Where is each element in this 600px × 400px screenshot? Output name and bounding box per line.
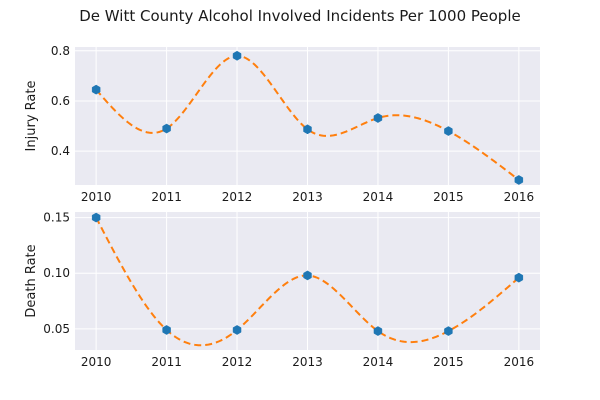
y-tick-label: 0.8 xyxy=(51,44,70,58)
injury-rate-y-axis-label: Injury Rate xyxy=(24,81,39,152)
injury-rate-panel: 2010 2011 2012 2013 2014 2015 2016 0.4 0.6 0.8 Inj… xyxy=(24,44,540,204)
data-point xyxy=(444,326,453,336)
x-tick-label: 2014 xyxy=(363,355,394,369)
x-tick-label: 2016 xyxy=(504,190,535,204)
subplots: 2010 2011 2012 2013 2014 2015 2016 0.4 0.6 0.8 Inj… xyxy=(24,44,540,369)
data-point xyxy=(514,272,524,283)
death-rate-y-axis-label: Death Rate xyxy=(24,244,39,317)
data-point xyxy=(303,124,312,135)
data-point xyxy=(91,84,101,95)
data-point xyxy=(162,123,171,134)
x-tick-label: 2013 xyxy=(292,355,323,369)
x-tick-label: 2013 xyxy=(292,190,323,204)
data-point xyxy=(162,325,171,335)
data-point xyxy=(373,326,383,336)
x-tick-label: 2012 xyxy=(222,355,253,369)
data-point xyxy=(373,113,383,123)
data-point xyxy=(444,126,453,136)
x-tick-label: 2010 xyxy=(81,190,112,204)
x-tick-label: 2010 xyxy=(81,355,112,369)
x-tick-label: 2014 xyxy=(363,190,394,204)
y-tick-label: 0.4 xyxy=(51,144,70,158)
x-tick-label: 2016 xyxy=(504,355,535,369)
data-point xyxy=(232,50,242,61)
y-tick-label: 0.6 xyxy=(51,94,70,108)
data-point xyxy=(91,212,101,223)
y-tick-label: 0.15 xyxy=(43,211,70,225)
x-tick-label: 2015 xyxy=(433,355,464,369)
x-tick-label: 2011 xyxy=(151,355,182,369)
death-rate-panel: 2010 2011 2012 2013 2014 2015 2016 0.05 0.10 0.15… xyxy=(24,211,540,369)
data-point xyxy=(232,325,242,335)
chart-title: De Witt County Alcohol Involved Incident… xyxy=(79,7,520,25)
x-tick-label: 2012 xyxy=(222,190,253,204)
x-tick-label: 2011 xyxy=(151,190,182,204)
y-tick-label: 0.05 xyxy=(43,322,70,336)
data-point xyxy=(514,175,524,185)
x-tick-label: 2015 xyxy=(433,190,464,204)
y-tick-label: 0.10 xyxy=(43,266,70,280)
data-point xyxy=(303,270,312,281)
